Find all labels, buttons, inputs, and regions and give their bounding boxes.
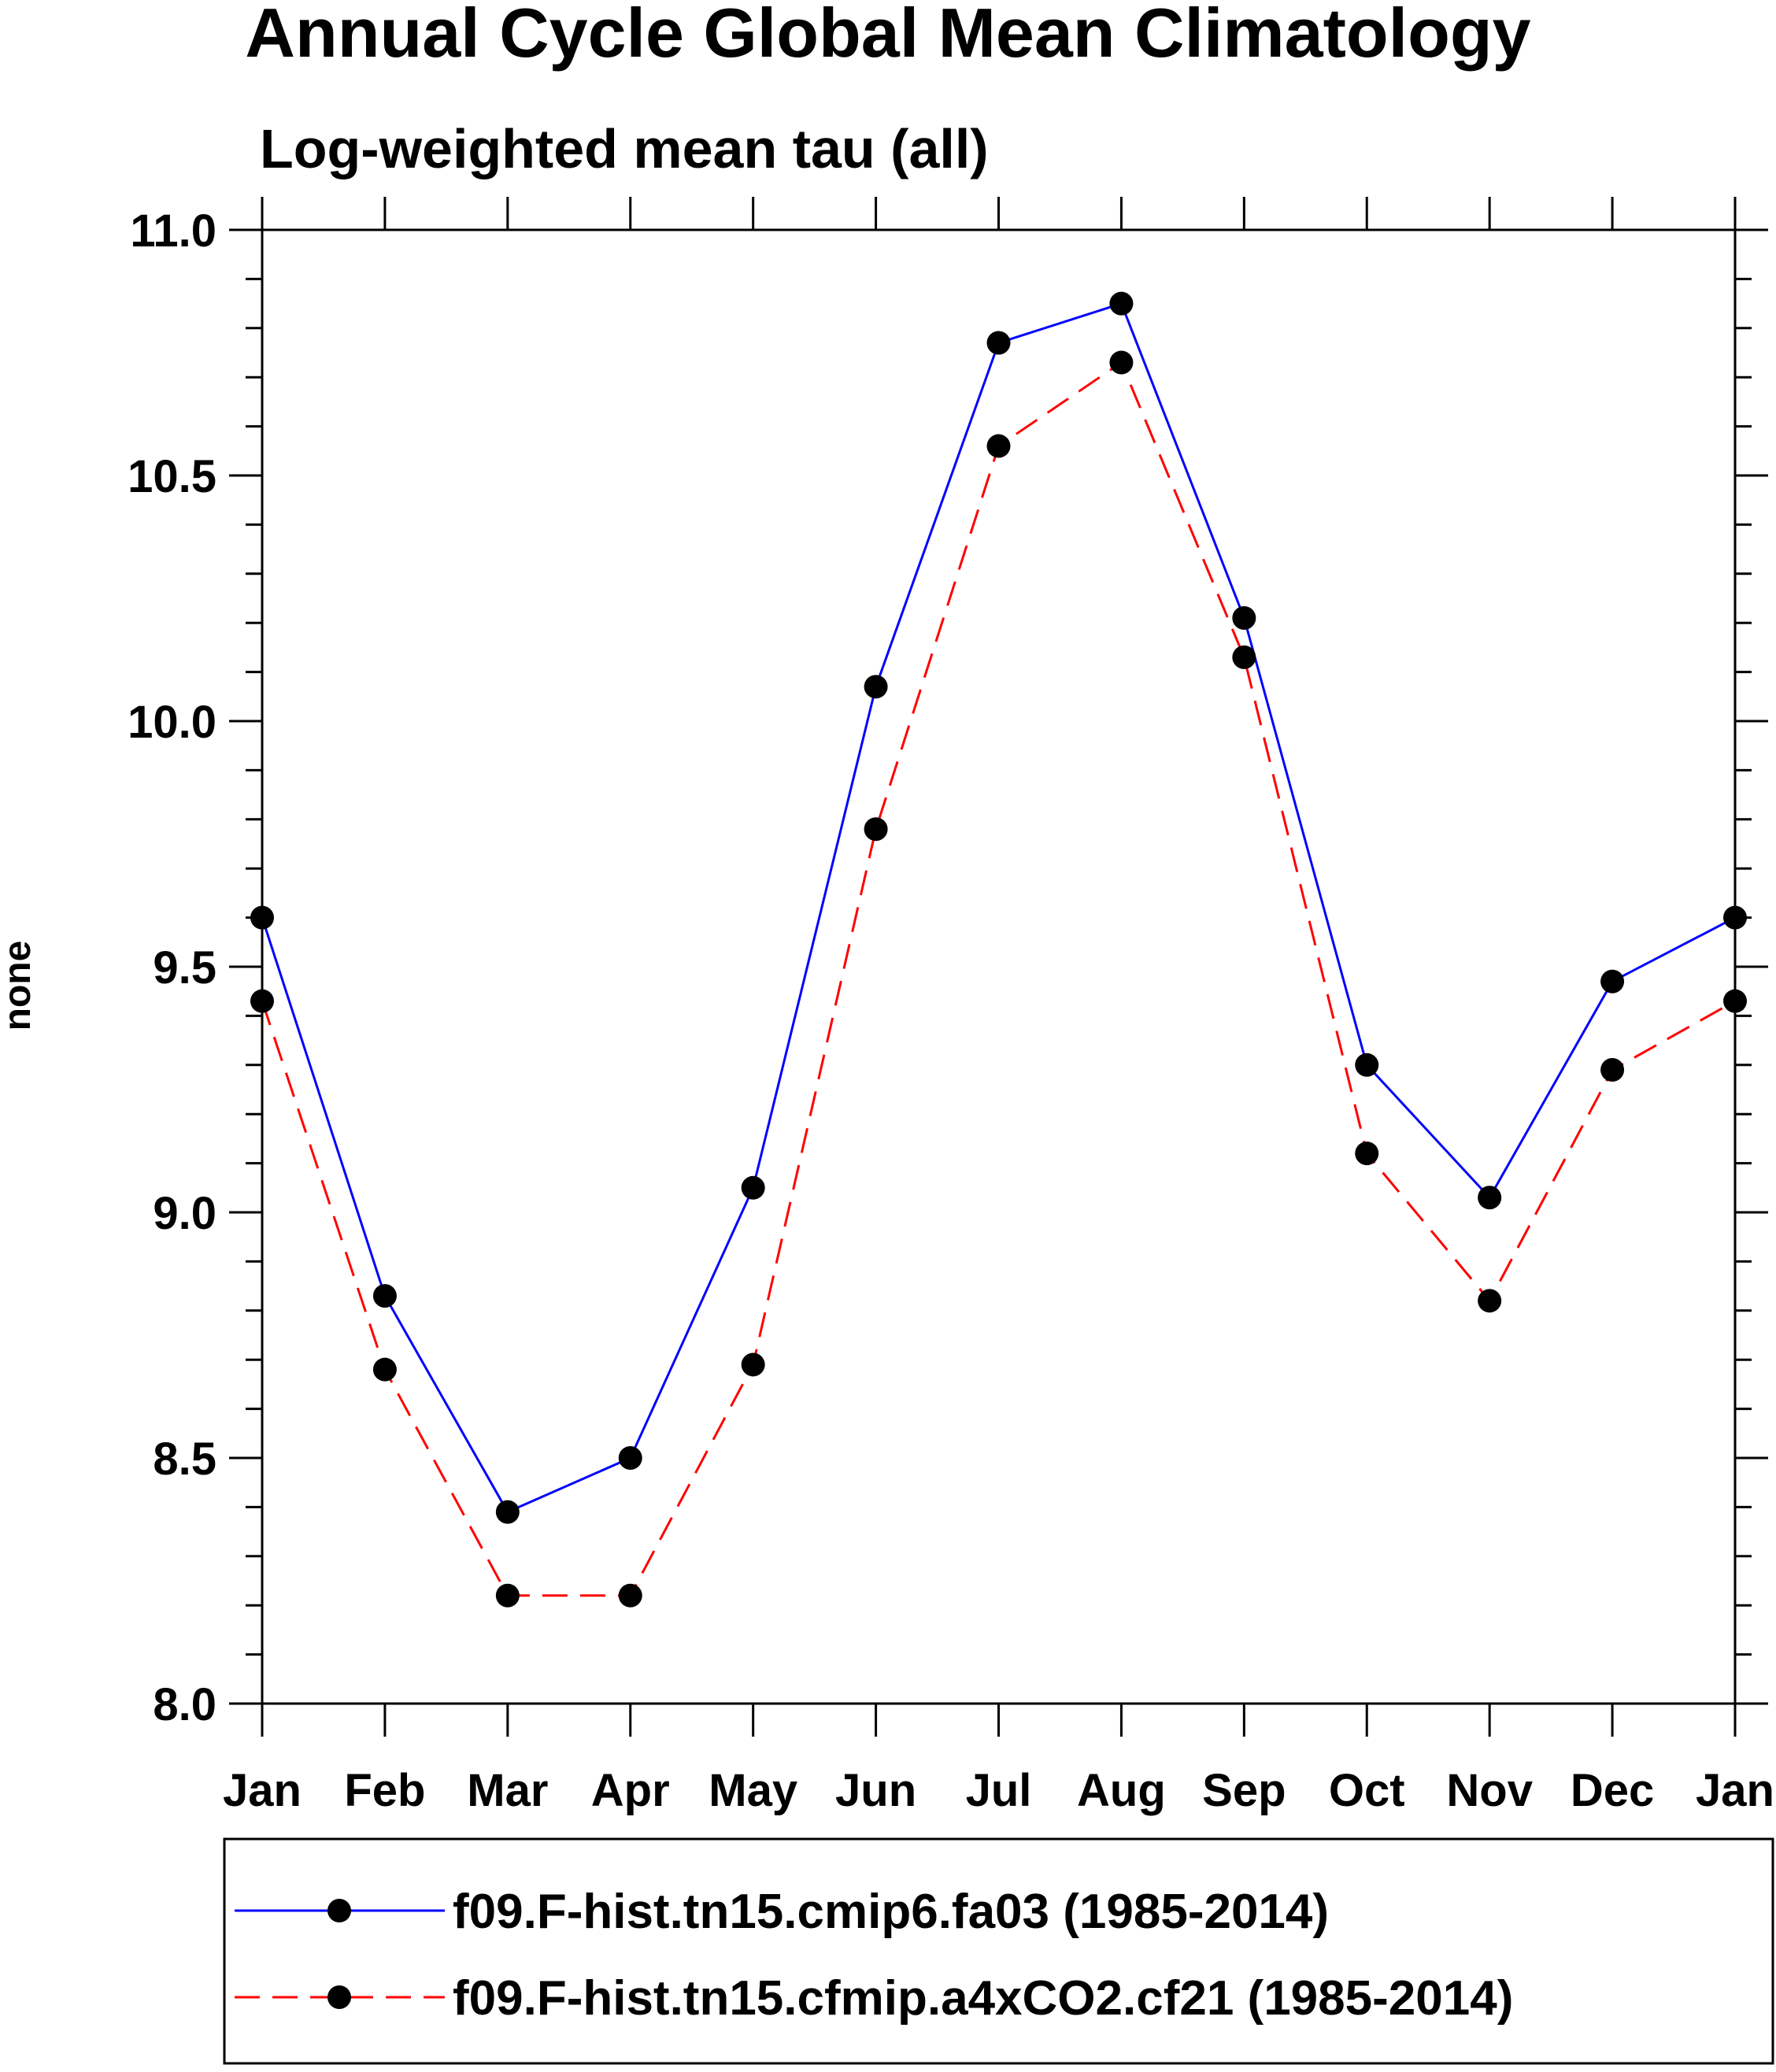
x-tick-label: May xyxy=(709,1765,797,1816)
y-axis-label: none xyxy=(0,941,39,1031)
x-tick-label: Apr xyxy=(591,1765,670,1816)
tick-labels-group: Jan Feb Mar Apr May Jun Jul Aug Sep Oct Nov Dec Jan8… xyxy=(128,205,1774,1816)
series-2-point xyxy=(1600,1058,1625,1082)
y-tick-label: 8.0 xyxy=(153,1679,216,1730)
series-2-point xyxy=(495,1583,520,1608)
series-1-point xyxy=(741,1175,765,1200)
series-line-1 xyxy=(261,302,1736,1514)
series-2-point xyxy=(1232,645,1256,669)
legend-label-2: f09.F-hist.tn15.cfmip.a4xCO2.cf21 (1985-… xyxy=(453,1971,1513,2026)
series-1-point xyxy=(1355,1053,1379,1077)
series-2-point xyxy=(1478,1289,1502,1313)
x-tick-label: Jul xyxy=(966,1765,1032,1816)
y-tick-label: 10.5 xyxy=(128,451,216,502)
x-tick-label: Oct xyxy=(1329,1765,1405,1816)
x-tick-label: Dec xyxy=(1571,1765,1654,1816)
y-tick-label: 9.0 xyxy=(153,1188,216,1239)
series-layer xyxy=(250,291,1747,1608)
x-tick-label: Mar xyxy=(467,1765,548,1816)
y-tick-label: 9.5 xyxy=(153,942,216,993)
x-tick-label: Jan xyxy=(1696,1765,1774,1816)
legend-label-1: f09.F-hist.tn15.cmip6.fa03 (1985-2014) xyxy=(453,1885,1329,1939)
series-2-point xyxy=(618,1583,642,1608)
series-1-point xyxy=(986,331,1011,355)
x-tick-label: Jan xyxy=(223,1765,302,1816)
legend: f09.F-hist.tn15.cmip6.fa03 (1985-2014) f0… xyxy=(223,1837,1774,2065)
series-1-point xyxy=(1109,291,1134,316)
x-tick-label: Sep xyxy=(1202,1765,1286,1816)
y-tick-label: 8.5 xyxy=(153,1434,216,1485)
y-tick-label: 10.0 xyxy=(128,697,216,748)
x-tick-label: Aug xyxy=(1077,1765,1166,1816)
series-1-point xyxy=(372,1284,397,1308)
legend-marker-1 xyxy=(327,1899,351,1922)
series-1-point xyxy=(618,1446,642,1470)
series-1-point xyxy=(1232,605,1256,630)
plot-frame xyxy=(261,228,1737,1705)
series-1-point xyxy=(864,675,888,699)
series-2-point xyxy=(986,434,1011,458)
series-1-point xyxy=(495,1500,520,1524)
series-2-point xyxy=(864,817,888,842)
series-2-point xyxy=(372,1357,397,1382)
x-tick-label: Jun xyxy=(835,1765,916,1816)
legend-marker-2 xyxy=(327,1985,351,2009)
chart-subtitle: Log-weighted mean tau (all) xyxy=(260,118,989,179)
series-line-2 xyxy=(261,361,1736,1597)
chart-title: Annual Cycle Global Mean Climatology xyxy=(245,0,1530,72)
ticks-group xyxy=(229,197,1768,1737)
series-2-point xyxy=(1355,1141,1379,1166)
y-tick-label: 11.0 xyxy=(130,205,216,257)
series-2-point xyxy=(741,1352,765,1377)
series-1-point xyxy=(1600,969,1625,993)
legend-box xyxy=(223,1837,1774,2065)
series-2-point xyxy=(1109,350,1134,375)
x-tick-label: Feb xyxy=(344,1765,425,1816)
series-1-point xyxy=(1478,1186,1502,1210)
x-tick-label: Nov xyxy=(1446,1765,1533,1816)
